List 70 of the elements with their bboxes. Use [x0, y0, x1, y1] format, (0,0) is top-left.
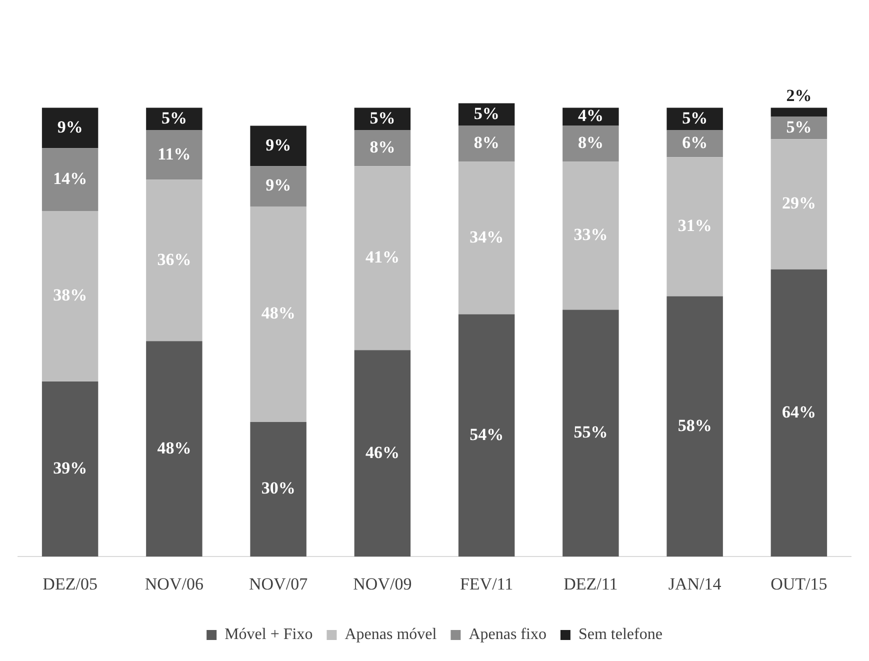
data-label: 34% [470, 227, 504, 246]
data-label: 29% [782, 194, 816, 213]
data-label: 5% [161, 108, 187, 128]
x-tick-label: FEV/11 [460, 574, 514, 594]
x-tick-label: DEZ/05 [42, 574, 98, 594]
data-label: 2% [786, 86, 812, 106]
x-tick-label: JAN/14 [668, 574, 722, 594]
data-label: 6% [682, 133, 708, 152]
data-label: 38% [53, 286, 88, 305]
bar [666, 296, 723, 557]
x-tick-label: OUT/15 [770, 574, 828, 594]
x-tick-label: DEZ/11 [564, 574, 618, 594]
data-label: 39% [53, 458, 88, 478]
bar [458, 162, 515, 314]
data-label: 30% [261, 478, 296, 498]
bar [666, 130, 723, 158]
bar [770, 139, 828, 270]
bar [354, 166, 411, 350]
data-label: 36% [157, 250, 192, 269]
data-label: 9% [266, 135, 292, 154]
data-label: 31% [678, 216, 712, 236]
data-label: 41% [365, 248, 400, 267]
legend-label: Sem telefone [578, 626, 662, 644]
data-label: 4% [578, 106, 604, 126]
data-label: 14% [53, 168, 88, 188]
bar [42, 211, 98, 382]
x-tick-label: NOV/06 [144, 574, 204, 594]
data-label: 9% [266, 176, 292, 195]
data-label: 55% [574, 422, 608, 442]
data-label: 9% [57, 117, 83, 136]
data-label: 54% [470, 424, 504, 444]
data-label: 8% [370, 138, 396, 157]
bar [42, 108, 98, 148]
data-label: 8% [474, 133, 500, 152]
bar [250, 422, 306, 557]
data-label: 5% [682, 108, 708, 128]
bar [250, 206, 306, 422]
bar [250, 126, 306, 166]
data-label: 33% [574, 225, 608, 244]
data-label: 58% [678, 416, 712, 435]
bar [458, 314, 515, 557]
legend-label: Móvel + Fixo [224, 626, 313, 644]
x-tick-label: NOV/07 [249, 574, 308, 594]
bar [354, 350, 411, 557]
data-label: 48% [157, 438, 192, 458]
bar [770, 108, 828, 117]
bar [42, 148, 98, 211]
bar [146, 341, 202, 557]
legend-label: Apenas fixo [468, 626, 546, 644]
data-label: 5% [474, 104, 500, 123]
bar [666, 157, 723, 296]
bar [354, 130, 411, 166]
data-label: 8% [578, 133, 604, 152]
x-tick-label: NOV/09 [353, 574, 412, 594]
bar [146, 130, 202, 180]
bar [458, 126, 515, 162]
data-label: 46% [365, 442, 400, 462]
data-label: 5% [786, 117, 812, 136]
bar [770, 269, 828, 557]
bar [562, 310, 619, 557]
data-label: 11% [158, 144, 191, 164]
bar [250, 166, 306, 207]
data-label: 64% [782, 402, 816, 422]
data-label: 48% [261, 304, 296, 323]
bar [562, 126, 619, 162]
legend-label: Apenas móvel [344, 626, 438, 644]
bar [562, 162, 619, 310]
bar [42, 382, 98, 557]
data-label: 5% [370, 108, 396, 128]
bar [146, 180, 202, 342]
